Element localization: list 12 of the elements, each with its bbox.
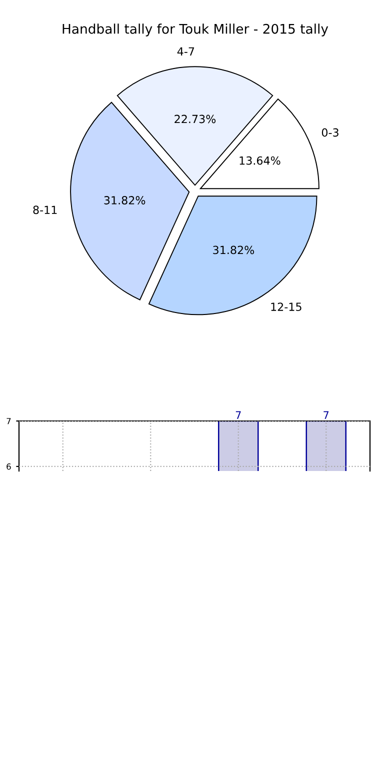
slice-label: 0-3 bbox=[322, 128, 338, 137]
chart-title: Handball tally for Touk Miller - 2015 tally bbox=[62, 24, 328, 36]
data-label: 13.64% bbox=[240, 156, 280, 165]
slice-label: 8-11 bbox=[33, 206, 57, 214]
data-label: 7 bbox=[324, 411, 329, 419]
data-label: 31.82% bbox=[213, 246, 254, 254]
data-label: 31.82% bbox=[104, 196, 146, 204]
slice-label: 12-15 bbox=[271, 302, 302, 312]
data-label: 7 bbox=[236, 411, 241, 419]
slice-label: 4-7 bbox=[177, 47, 194, 56]
data-label: 22.73% bbox=[174, 114, 216, 124]
y-tick-label: 6 bbox=[6, 463, 11, 470]
